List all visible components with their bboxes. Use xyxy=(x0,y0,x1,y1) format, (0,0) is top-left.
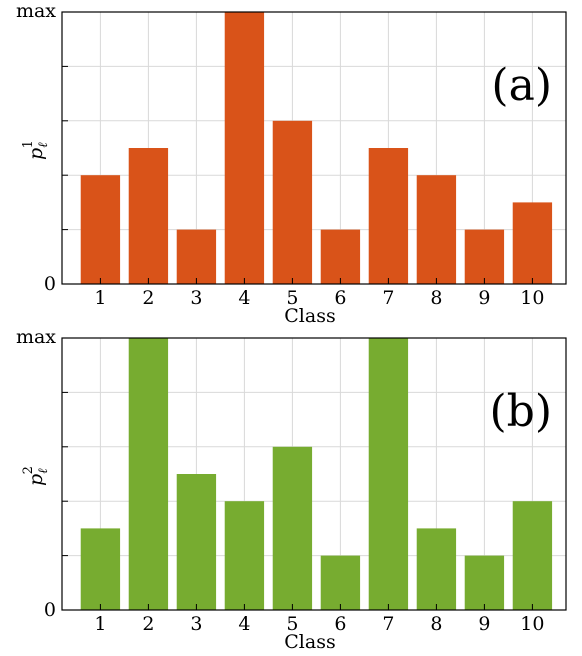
x-tick-label: 10 xyxy=(520,613,544,635)
y-tick-label-max: max xyxy=(16,326,56,348)
y-axis-title-superscript: 2 xyxy=(21,466,36,474)
y-axis-title-subscript: ℓ xyxy=(36,142,51,148)
y-tick-label-max: max xyxy=(16,0,56,22)
x-tick-label: 10 xyxy=(520,287,544,309)
x-tick-label: 4 xyxy=(238,613,250,635)
x-tick-label: 5 xyxy=(286,287,298,309)
y-tick-label-zero: 0 xyxy=(44,599,56,621)
bar-a-class-8 xyxy=(416,175,457,284)
bar-b-class-2 xyxy=(128,338,169,610)
x-tick-label: 8 xyxy=(430,287,442,309)
bar-a-class-2 xyxy=(128,148,169,284)
y-axis-title-base: p xyxy=(25,474,47,486)
bar-b-class-8 xyxy=(416,528,457,610)
bar-a-class-6 xyxy=(320,229,361,284)
panel-label: (b) xyxy=(490,386,553,437)
x-tick-label: 4 xyxy=(238,287,250,309)
x-tick-label: 6 xyxy=(334,613,346,635)
x-tick-label: 8 xyxy=(430,613,442,635)
bar-a-class-7 xyxy=(368,148,409,284)
x-tick-label: 2 xyxy=(142,613,154,635)
y-axis-title: pℓ1 xyxy=(21,140,51,160)
x-tick-label: 7 xyxy=(382,287,394,309)
x-tick-label: 3 xyxy=(190,613,202,635)
x-tick-label: 7 xyxy=(382,613,394,635)
bar-b-class-1 xyxy=(80,528,121,610)
plot-frame xyxy=(61,337,567,611)
bar-b-class-3 xyxy=(176,474,217,610)
x-tick-label: 9 xyxy=(478,287,490,309)
x-tick-label: 1 xyxy=(94,287,106,309)
bar-b-class-7 xyxy=(368,338,409,610)
bar-b-class-9 xyxy=(464,555,505,610)
x-axis-title: Class xyxy=(284,305,335,327)
x-tick-label: 1 xyxy=(94,613,106,635)
x-axis-title: Class xyxy=(284,631,335,653)
bar-a-class-1 xyxy=(80,175,121,284)
plot-frame xyxy=(61,11,567,285)
x-tick-label: 3 xyxy=(190,287,202,309)
bar-a-class-9 xyxy=(464,229,505,284)
panel-label: (a) xyxy=(491,60,552,111)
bar-a-class-5 xyxy=(272,120,313,284)
y-axis-title-superscript: 1 xyxy=(21,140,36,148)
bar-b-class-6 xyxy=(320,555,361,610)
x-tick-label: 2 xyxy=(142,287,154,309)
x-tick-label: 6 xyxy=(334,287,346,309)
bar-b-class-4 xyxy=(224,501,265,610)
x-tick-label: 5 xyxy=(286,613,298,635)
x-tick-label: 9 xyxy=(478,613,490,635)
bar-a-class-10 xyxy=(512,202,553,284)
y-axis-title-base: p xyxy=(25,148,47,160)
y-tick-label-zero: 0 xyxy=(44,273,56,295)
bar-a-class-4 xyxy=(224,12,265,284)
bar-b-class-10 xyxy=(512,501,553,610)
bar-a-class-3 xyxy=(176,229,217,284)
y-axis-title: pℓ2 xyxy=(21,466,51,486)
y-axis-title-subscript: ℓ xyxy=(36,468,51,474)
bar-b-class-5 xyxy=(272,446,313,610)
